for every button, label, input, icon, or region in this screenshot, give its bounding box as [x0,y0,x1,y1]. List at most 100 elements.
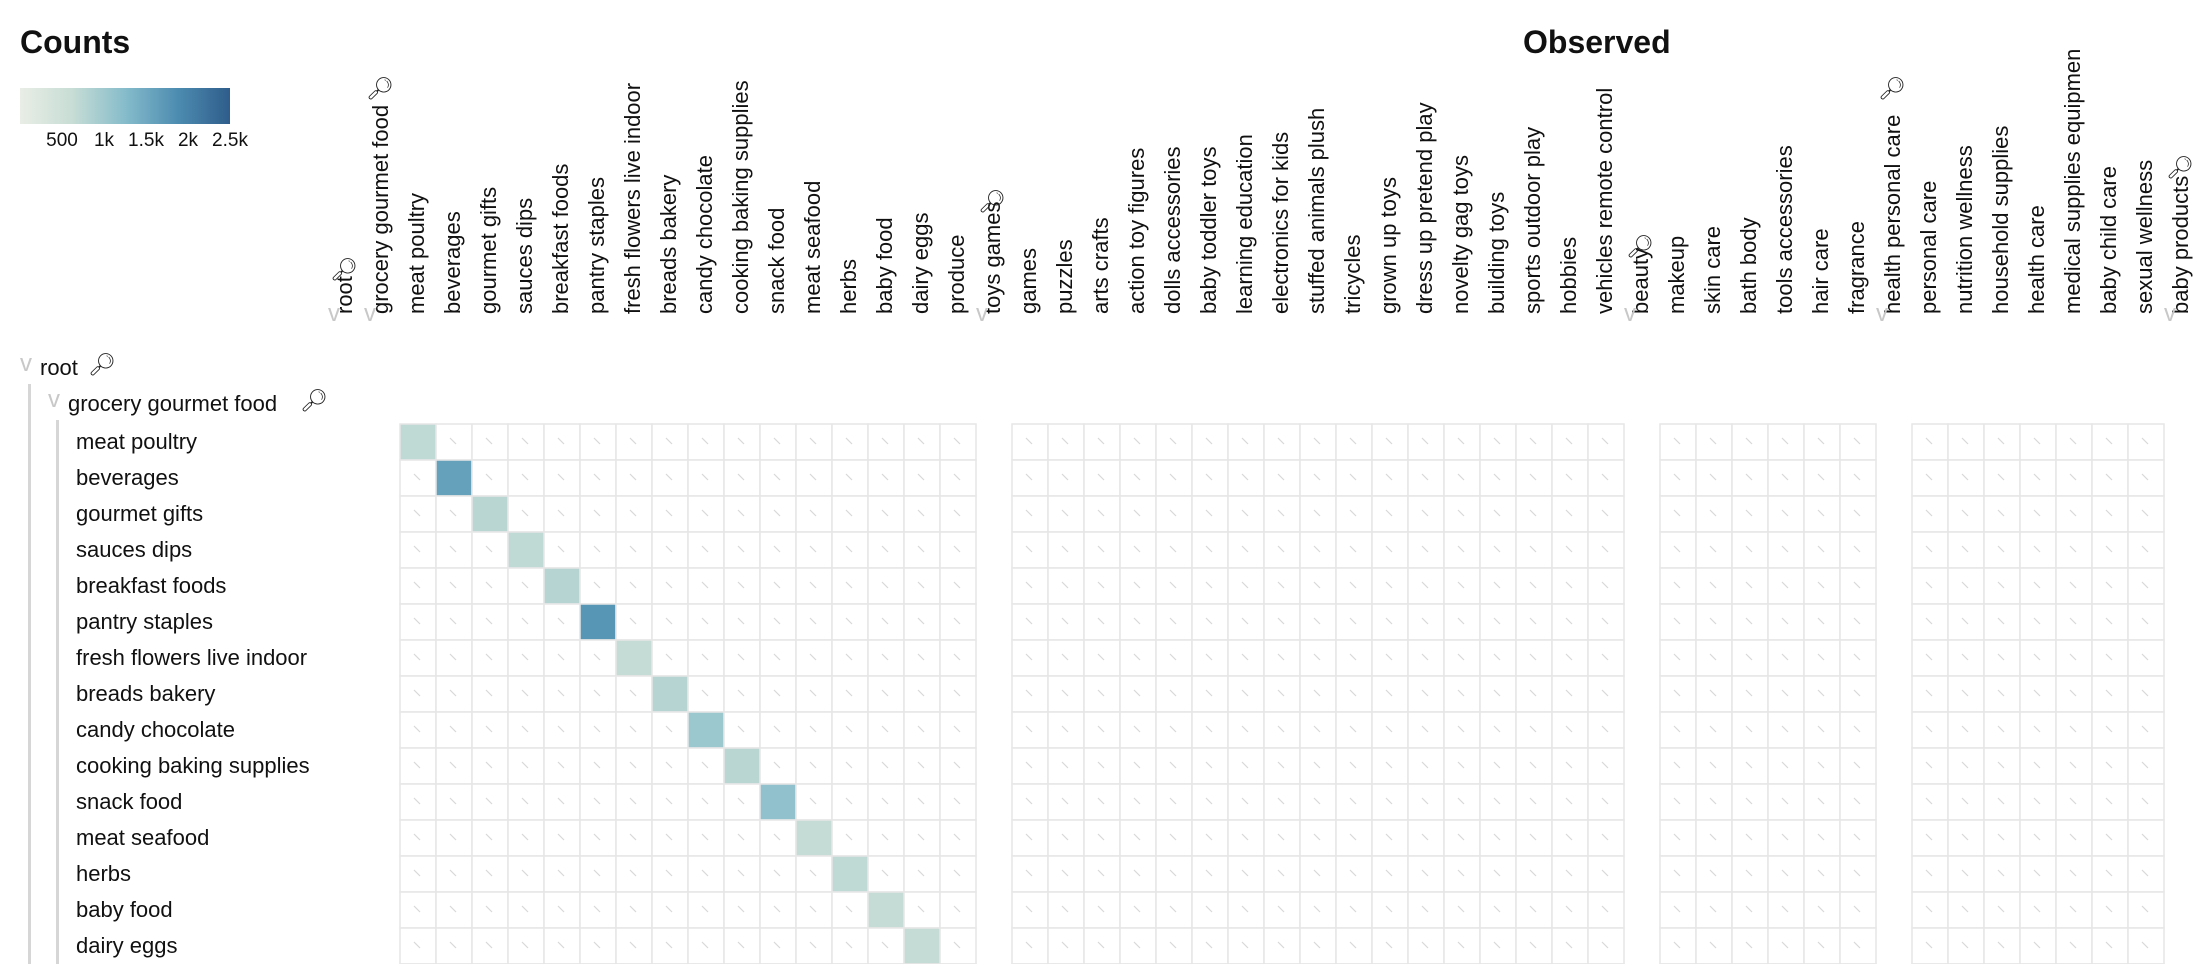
magnifier-icon[interactable]: 🔎︎ [2166,155,2194,181]
heatmap-cell[interactable] [471,819,509,857]
heatmap-cell[interactable] [1839,783,1877,821]
empty-cell-mark [1277,473,1285,481]
heatmap-cell[interactable] [543,531,581,569]
heatmap-cell[interactable] [723,747,761,785]
empty-cell-mark [2033,617,2041,625]
heatmap-cell[interactable] [435,783,473,821]
empty-cell-mark [449,545,457,553]
heatmap-cell[interactable] [435,423,473,461]
magnifier-icon[interactable]: 🔎︎ [366,76,394,101]
empty-cell-mark [1025,869,1033,877]
heatmap-cell[interactable] [1227,927,1265,964]
heatmap-cell[interactable] [795,819,833,857]
heatmap-cell[interactable] [399,423,437,461]
empty-cell-mark [1709,905,1717,913]
empty-cell-mark [557,761,565,769]
empty-cell-mark [2033,905,2041,913]
chevron-down-icon[interactable]: v [1876,300,1888,327]
heatmap-cell[interactable] [1911,747,1949,785]
heatmap-cell[interactable] [507,531,545,569]
magnifier-icon[interactable]: 🔎︎ [1626,234,1654,260]
heatmap-cell[interactable] [1299,603,1337,641]
empty-cell-mark [1853,545,1861,553]
row-root-label[interactable]: root [40,355,78,380]
empty-cell-mark [665,581,673,589]
empty-cell-mark [1565,581,1573,589]
empty-cell-mark [1709,437,1717,445]
heatmap-cell[interactable] [867,891,905,929]
empty-cell-mark [1169,869,1177,877]
heatmap-cell[interactable] [615,639,653,677]
empty-cell-mark [1745,581,1753,589]
empty-cell-mark [1421,437,1429,445]
row-label: gourmet gifts [76,501,204,526]
heatmap-cell[interactable] [831,855,869,893]
heatmap-cell[interactable] [1731,927,1769,964]
heatmap-cell[interactable] [1587,531,1625,569]
empty-cell-mark [917,653,925,661]
empty-cell-mark [1421,761,1429,769]
heatmap-cell[interactable] [759,783,797,821]
heatmap-cell[interactable] [687,495,725,533]
empty-cell-mark [1421,509,1429,517]
heatmap-cell[interactable] [1767,891,1805,929]
heatmap-cell[interactable] [471,639,509,677]
heatmap-cell[interactable] [615,711,653,749]
heatmap-cell[interactable] [1083,783,1121,821]
heatmap-cell[interactable] [1731,819,1769,857]
empty-cell-mark [1961,833,1969,841]
row-group-label[interactable]: grocery gourmet food [68,391,278,416]
empty-cell-mark [665,509,673,517]
chevron-down-icon[interactable]: v [2164,300,2176,327]
empty-cell-mark [1925,833,1933,841]
magnifier-icon[interactable]: 🔎︎ [330,256,358,282]
empty-cell-mark [2069,689,2077,697]
empty-cell-mark [1349,437,1357,445]
heatmap-cell[interactable] [651,675,689,713]
row-label: pantry staples [76,609,213,634]
chevron-down-icon[interactable]: v [328,300,340,327]
heatmap-cell[interactable] [1407,927,1445,964]
heatmap-cell[interactable] [831,675,869,713]
heatmap-cell[interactable] [579,603,617,641]
heatmap-cell[interactable] [435,459,473,497]
heatmap-cell[interactable] [1011,783,1049,821]
empty-cell-mark [2105,437,2113,445]
empty-cell-mark [1997,869,2005,877]
empty-cell-mark [629,509,637,517]
magnifier-icon[interactable]: 🔎︎ [978,189,1006,214]
empty-cell-mark [1277,581,1285,589]
empty-cell-mark [1781,545,1789,553]
heatmap-cell[interactable] [1407,747,1445,785]
empty-cell-mark [2141,617,2149,625]
empty-cell-mark [521,761,529,769]
heatmap-cell[interactable] [1371,603,1409,641]
heatmap-cell[interactable] [471,495,509,533]
empty-cell-mark [701,941,709,949]
chevron-down-icon[interactable]: v [48,386,60,413]
heatmap-cell[interactable] [1587,639,1625,677]
heatmap-cell[interactable] [795,495,833,533]
magnifier-icon[interactable]: 🔎︎ [1878,76,1906,101]
empty-cell-mark [1673,725,1681,733]
chevron-down-icon[interactable]: v [1624,300,1636,327]
empty-cell-mark [773,653,781,661]
chevron-down-icon[interactable]: v [20,350,32,377]
heatmap-cell[interactable] [903,927,941,964]
empty-cell-mark [449,581,457,589]
chevron-down-icon[interactable]: v [976,300,988,327]
empty-cell-mark [1709,581,1717,589]
heatmap-cell[interactable] [687,711,725,749]
heatmap-cell[interactable] [543,567,581,605]
empty-cell-mark [1097,473,1105,481]
magnifier-icon[interactable]: 🔎︎ [88,352,116,377]
magnifier-icon[interactable]: 🔎︎ [300,388,328,413]
empty-cell-mark [449,437,457,445]
chevron-down-icon[interactable]: v [364,300,376,327]
empty-cell-mark [1457,653,1465,661]
heatmap-cell[interactable] [579,927,617,964]
heatmap-cell[interactable] [1587,711,1625,749]
heatmap-cell[interactable] [831,567,869,605]
row-label: dairy eggs [76,933,178,958]
heatmap-cell[interactable] [1839,531,1877,569]
